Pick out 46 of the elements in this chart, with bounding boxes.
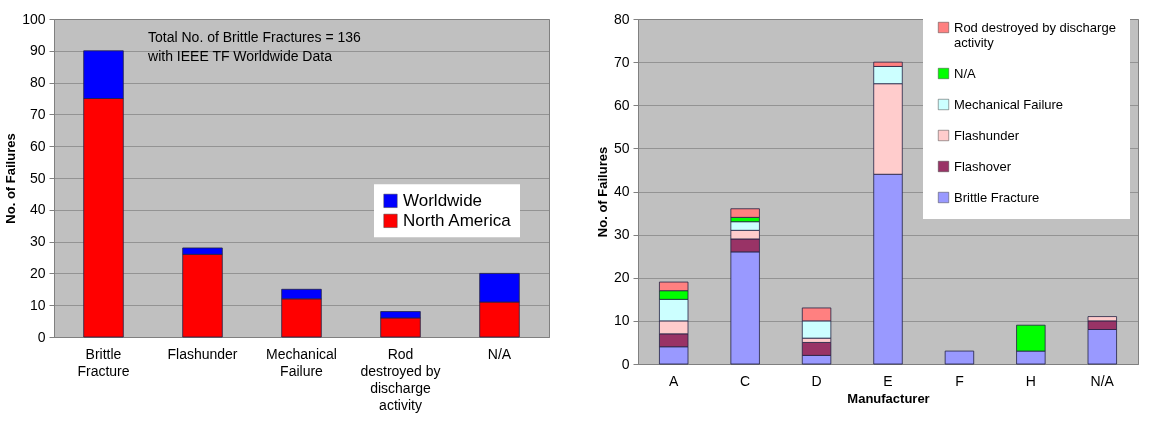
y-tick-label: 30 <box>613 226 630 243</box>
y-tick-label: 20 <box>613 269 630 286</box>
bar <box>730 208 760 218</box>
x-tick-label: N/A <box>1090 372 1115 389</box>
y-tick-label: 100 <box>22 10 46 27</box>
y-tick-label: 20 <box>29 264 46 281</box>
bar <box>944 350 975 365</box>
annotation: Total No. of Brittle Fractures = 136 with IEEE TF Worldwide Data <box>147 29 362 64</box>
x-tick-label: D <box>811 372 822 389</box>
x-tick-label: E <box>883 372 893 389</box>
x-tick-label: Rod destroyed by discharge activity <box>360 345 441 413</box>
y-tick-label: 50 <box>613 139 630 156</box>
y-tick-label: 70 <box>613 53 630 70</box>
y-tick-label: 80 <box>613 10 630 27</box>
y-tick-label: 70 <box>29 105 46 122</box>
legend-label: Flashover <box>954 158 1012 174</box>
legend-label: Mechanical Failure <box>954 96 1064 112</box>
y-tick-label: 90 <box>29 42 46 59</box>
legend-label: N/A <box>954 65 976 81</box>
y-tick-label: 60 <box>613 96 630 113</box>
y-tick-label: 80 <box>29 74 46 91</box>
x-tick-label: Brittle Fracture <box>77 345 130 379</box>
y-tick-label: 30 <box>29 233 46 250</box>
y-tick-label: 40 <box>613 183 630 199</box>
x-tick-label: N/A <box>487 345 512 362</box>
legend-label: Worldwide <box>403 190 483 210</box>
y-tick-label: 0 <box>621 355 630 372</box>
y-tick-label: 10 <box>613 312 630 329</box>
y-tick-label: 50 <box>29 169 46 186</box>
y-tick-label: 40 <box>29 201 46 218</box>
y-axis-title: No. of Failures <box>594 146 610 238</box>
x-tick-label: F <box>955 372 964 389</box>
x-tick-label: A <box>669 372 680 389</box>
legend-label: Flashunder <box>954 127 1020 143</box>
x-tick-label: Mechanical Failure <box>266 345 337 379</box>
legend-label: Brittle Fracture <box>954 189 1040 205</box>
y-axis-title: No. of Failures <box>3 133 19 224</box>
x-tick-label: Flashunder <box>167 345 238 362</box>
legend-label: North America <box>403 210 512 230</box>
x-tick-label: C <box>740 372 751 389</box>
x-axis-title: Manufacturer <box>847 390 930 406</box>
legend-label: Rod destroyed by discharge activity <box>954 19 1116 50</box>
x-tick-label: H <box>1025 372 1036 389</box>
y-tick-label: 60 <box>29 137 46 154</box>
y-tick-label: 0 <box>37 328 46 345</box>
y-tick-label: 10 <box>29 296 46 313</box>
